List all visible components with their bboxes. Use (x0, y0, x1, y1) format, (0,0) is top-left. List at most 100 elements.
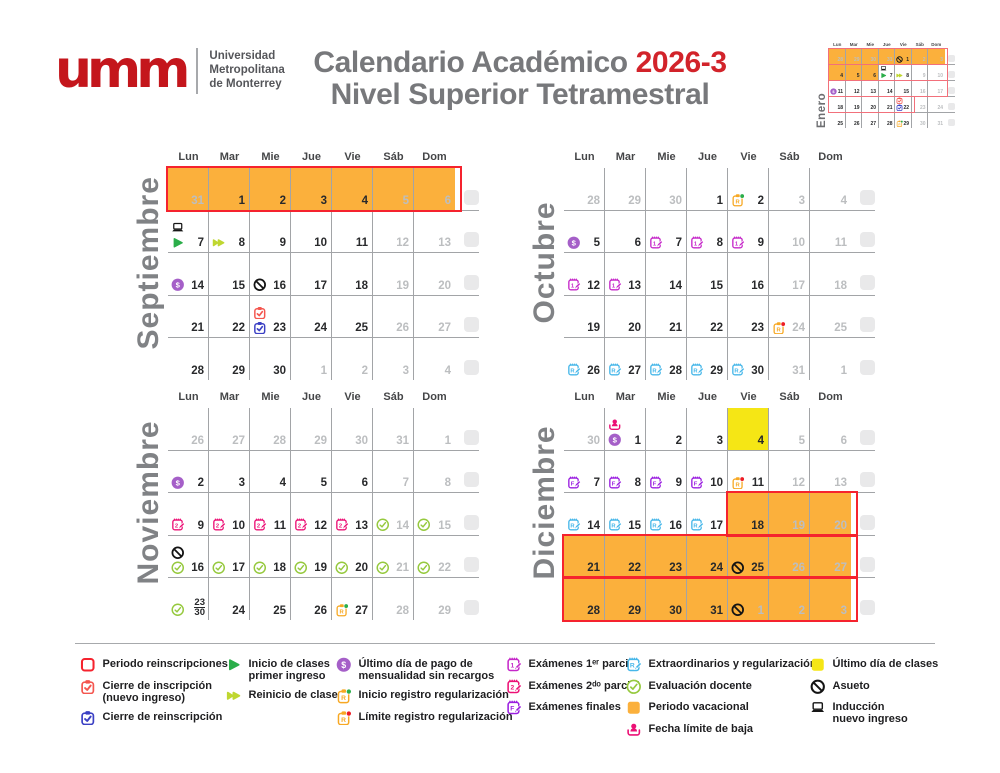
day-number: 30 (273, 364, 286, 377)
week-row: $5 6 1 7 1 8 1 9 10 11 (564, 210, 875, 253)
day-number: 30 (751, 364, 764, 377)
day-number: 19 (792, 519, 805, 532)
regularization-registration-start-icon: R (336, 688, 352, 704)
day-enero-24: 24 (928, 97, 945, 112)
day-number: 2 (279, 194, 286, 207)
teacher-evaluation-icon (294, 560, 308, 575)
day-number: 8 (906, 73, 909, 79)
holiday-ban-icon (731, 561, 745, 575)
day-number: 3 (402, 364, 409, 377)
legend-item: Inducción nuevo ingreso (810, 700, 938, 725)
exam-2nd-partial-icon: 2 (335, 518, 349, 532)
enrollment-close-icon (253, 306, 267, 320)
final-exams-icon: F (608, 475, 622, 490)
week-row: 21 22 23 24 25 26 27 (561, 533, 875, 579)
day-number: 29 (853, 57, 860, 63)
day-enero-26: 26 (846, 113, 862, 128)
day-noviembre-20: 20 (332, 535, 373, 577)
day-number: 6 (840, 434, 847, 447)
svg-text:F: F (571, 481, 575, 487)
day-number: 24 (710, 562, 723, 574)
day-number: 21 (191, 322, 204, 334)
day-number: 28 (886, 121, 893, 127)
day-diciembre-29: 29 (605, 578, 646, 620)
page-title-line1: Calendario Académico 2026-3 (240, 46, 800, 79)
regularization-registration-start-icon: R (335, 603, 349, 617)
day-number: 1 (716, 194, 723, 207)
day-number: 28 (837, 57, 843, 63)
day-septiembre-5: 5 (373, 168, 414, 210)
weekday-label: Jue (698, 391, 717, 403)
week-row: 25 26 27 28 R 29 30 31 (829, 113, 955, 128)
day-number: 7 (675, 237, 682, 249)
day-number: 1 (634, 434, 641, 447)
exam-2nd-partial-icon: 2 (212, 518, 226, 532)
weekday-label: Mie (261, 391, 280, 403)
week-box (860, 274, 875, 290)
svg-text:1: 1 (510, 663, 514, 670)
day-number: 8 (238, 237, 245, 249)
day-noviembre-10: 2 10 (209, 493, 250, 535)
day-number: 12 (792, 477, 805, 489)
extraordinary-regularization-icon: R (731, 363, 745, 377)
day-number: 2 (361, 364, 368, 377)
day-number: 19 (853, 105, 860, 111)
day-number: 10 (232, 519, 245, 532)
month-label: Diciembre (528, 425, 561, 580)
legend-item: 2 Exámenes 2ᵈᵒ parcial (506, 679, 639, 695)
day-number: 2 (197, 477, 204, 489)
day-number: 2 (675, 434, 682, 447)
day-octubre-18: 18 (810, 253, 851, 295)
day-diciembre-6: 6 (810, 408, 851, 450)
day-number: 28 (191, 364, 204, 377)
day-number: 18 (751, 519, 764, 532)
legend-item: R Inicio registro regularización (336, 688, 513, 704)
svg-text:F: F (612, 481, 616, 487)
day-enero-8: 8 (895, 65, 912, 80)
legend-column-3: $ Último día de pago de mensualidad sin re… (336, 657, 513, 726)
day-octubre-6: 6 (605, 210, 646, 252)
restart-classes-icon (896, 72, 903, 79)
final-exams-icon: F (506, 700, 522, 716)
svg-text:R: R (630, 663, 635, 670)
exam-2nd-partial-icon: 2 (253, 518, 267, 532)
restart-classes-icon (212, 236, 226, 250)
day-number: 23 30 (194, 596, 205, 618)
day-septiembre-3: 3 (291, 168, 332, 210)
week-row: 18 19 20 21 22 23 24 (827, 96, 955, 113)
week-box (860, 557, 875, 572)
day-septiembre-8: 8 (209, 210, 250, 252)
day-number: 2 (798, 604, 805, 617)
week-row: R 26 R 27 R 28 R 29 R 30 31 1 (564, 338, 875, 380)
day-number: 1 (320, 364, 327, 377)
day-septiembre-2: 2 (332, 338, 373, 380)
week-box (464, 189, 479, 205)
weekday-label: Mar (849, 42, 858, 47)
week-row: F 7 F 8 F 9 F 10 R 11 12 13 (564, 450, 875, 493)
extraordinary-regularization-icon: R (567, 363, 581, 377)
day-diciembre-5: 5 (769, 408, 810, 450)
day-number: 9 (922, 73, 926, 79)
weekday-label: Dom (422, 151, 447, 163)
day-number: 29 (438, 604, 451, 617)
svg-text:R: R (570, 368, 575, 374)
weekday-label: Mar (615, 151, 636, 163)
weekday-label: Lun (178, 151, 199, 163)
day-number: 19 (587, 322, 600, 334)
vacation-swatch-icon (626, 700, 642, 716)
month-noviembre: Noviembre Lun Mar Mie Jue Vie Sáb Dom 26 27 28 29 30… (132, 386, 479, 620)
day-number: 3 (716, 434, 723, 447)
week-box (860, 232, 875, 247)
logo-caption-line: Universidad (209, 50, 276, 63)
day-number: 30 (919, 121, 926, 127)
weekday-label: Vie (899, 42, 907, 47)
week-row: 7 8 9 10 11 12 13 (168, 210, 479, 253)
week-box (464, 359, 479, 375)
day-number: 24 (232, 604, 245, 617)
day-septiembre-29: 29 (209, 338, 250, 380)
day-number: 2 (922, 57, 926, 63)
day-septiembre-17: 17 (291, 253, 332, 295)
